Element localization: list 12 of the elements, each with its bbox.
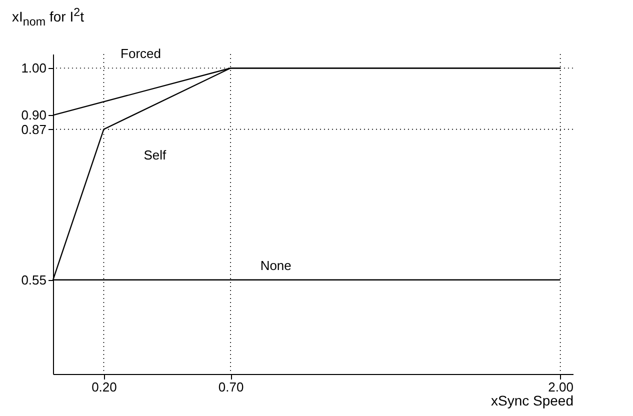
y-axis-title: xI$_{nom}$ for I$^{2}$t bbox=[12, 6, 84, 28]
series-label: None bbox=[260, 258, 292, 273]
x-tick-label: 0.20 bbox=[92, 380, 117, 394]
y-tick-label: 0.90 bbox=[21, 108, 46, 123]
y-tick-label: 0.87 bbox=[21, 122, 46, 137]
x-tick-label: 2.00 bbox=[548, 380, 574, 394]
y-tick-label: 1.00 bbox=[21, 60, 46, 76]
x-axis-title: xSync Speed bbox=[491, 392, 574, 408]
x-tick-label: 0.70 bbox=[218, 380, 244, 394]
text: Self bbox=[144, 147, 167, 162]
series-label: Forced bbox=[120, 46, 162, 62]
y-tick-label: 0.55 bbox=[21, 272, 46, 288]
